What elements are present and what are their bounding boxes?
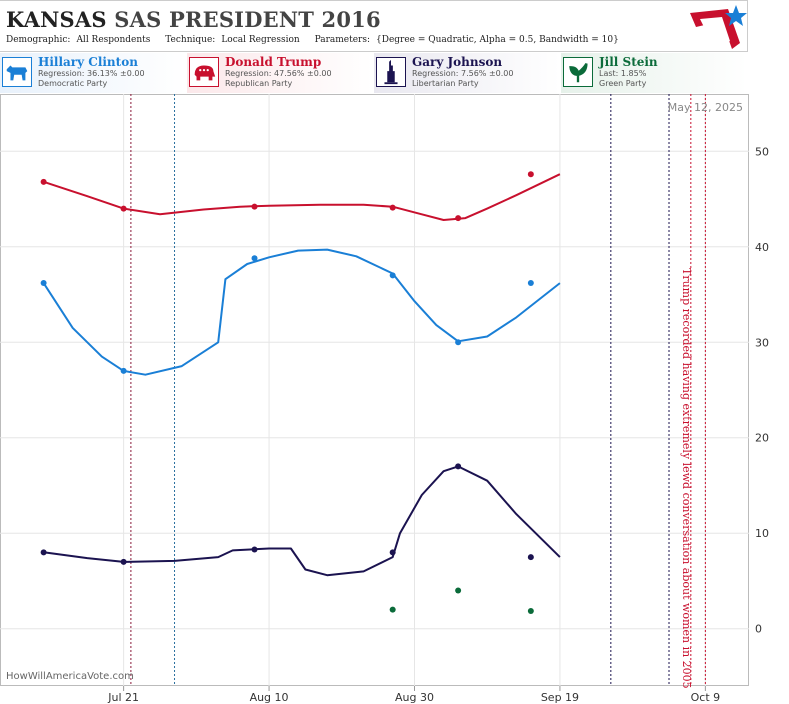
data-point [120,558,127,565]
candidate-clinton[interactable]: Hillary Clinton Regression: 36.13% ±0.00… [0,53,186,93]
x-tick-label: Aug 30 [395,691,434,704]
x-tick-label: Sep 19 [541,691,579,704]
data-point [40,280,47,287]
candidate-stat: Regression: 47.56% ±0.00 [225,69,332,78]
liberty-icon [376,57,406,87]
y-tick-label: 50 [755,145,769,158]
data-point [527,171,534,178]
data-point [455,215,462,222]
data-point [40,549,47,556]
technique-value: Local Regression [221,35,300,45]
chart-header: KANSAS SAS PRESIDENT 2016 Demographic: Al… [0,0,748,52]
candidate-stat: Regression: 7.56% ±0.00 [412,69,514,78]
y-tick-label: 10 [755,527,769,540]
y-tick-label: 30 [755,336,769,349]
event-annotation: Trump recorded having extremely lewd con… [680,268,693,689]
x-tick-label: Aug 10 [250,691,289,704]
data-point [389,606,396,613]
candidate-party: Green Party [599,79,647,88]
data-point [251,255,258,262]
y-tick-label: 20 [755,432,769,445]
candidate-name: Hillary Clinton [38,55,138,69]
technique-label: Technique: [165,35,216,45]
title-state: KANSAS [6,7,107,32]
parameters-value: {Degree = Quadratic, Alpha = 0.5, Bandwi… [376,35,619,45]
series-line [42,248,561,376]
leaf-icon [563,57,593,87]
parameters-label: Parameters: [314,35,371,45]
donkey-icon [2,57,32,87]
data-point [389,204,396,211]
candidate-name: Gary Johnson [412,55,503,69]
elephant-icon [189,57,219,87]
data-point [527,280,534,287]
candidate-bar: Hillary Clinton Regression: 36.13% ±0.00… [0,53,748,93]
title-rest: SAS PRESIDENT 2016 [114,7,381,32]
data-point [251,203,258,210]
data-point [455,587,462,594]
data-point [40,178,47,185]
demographic-value: All Respondents [76,35,151,45]
candidate-party: Libertarian Party [412,79,479,88]
candidate-stat: Last: 1.85% [599,69,647,78]
page-title: KANSAS SAS PRESIDENT 2016 [6,7,381,32]
plot-frame [0,94,749,686]
y-tick-label: 40 [755,241,769,254]
data-point [120,205,127,212]
x-tick-label: Jul 21 [107,691,139,704]
candidate-stat: Regression: 36.13% ±0.00 [38,69,145,78]
poll-chart: Trump recorded having extremely lewd con… [0,94,769,704]
data-point [527,554,534,561]
demographic-label: Demographic: [6,35,71,45]
candidate-party: Republican Party [225,79,293,88]
candidate-trump[interactable]: Donald Trump Regression: 47.56% ±0.00 Re… [187,53,373,93]
site-logo-icon[interactable] [688,3,748,51]
candidate-name: Jill Stein [599,55,658,69]
chart-meta: Demographic: All Respondents Technique: Lo… [6,35,625,45]
y-tick-label: 0 [755,623,762,636]
candidate-party: Democratic Party [38,79,108,88]
data-point [120,367,127,374]
series-line [43,173,561,221]
data-point [251,546,258,553]
candidate-stein[interactable]: Jill Stein Last: 1.85% Green Party [561,53,747,93]
data-point [389,272,396,279]
watermark: HowWillAmericaVote.com [6,671,134,682]
data-point [455,463,462,470]
date-label: May 12, 2025 [668,101,743,114]
x-tick-label: Oct 9 [691,691,721,704]
data-point [527,608,534,615]
data-point [389,549,396,556]
data-point [455,339,462,346]
candidate-johnson[interactable]: Gary Johnson Regression: 7.56% ±0.00 Lib… [374,53,560,93]
candidate-name: Donald Trump [225,55,322,69]
